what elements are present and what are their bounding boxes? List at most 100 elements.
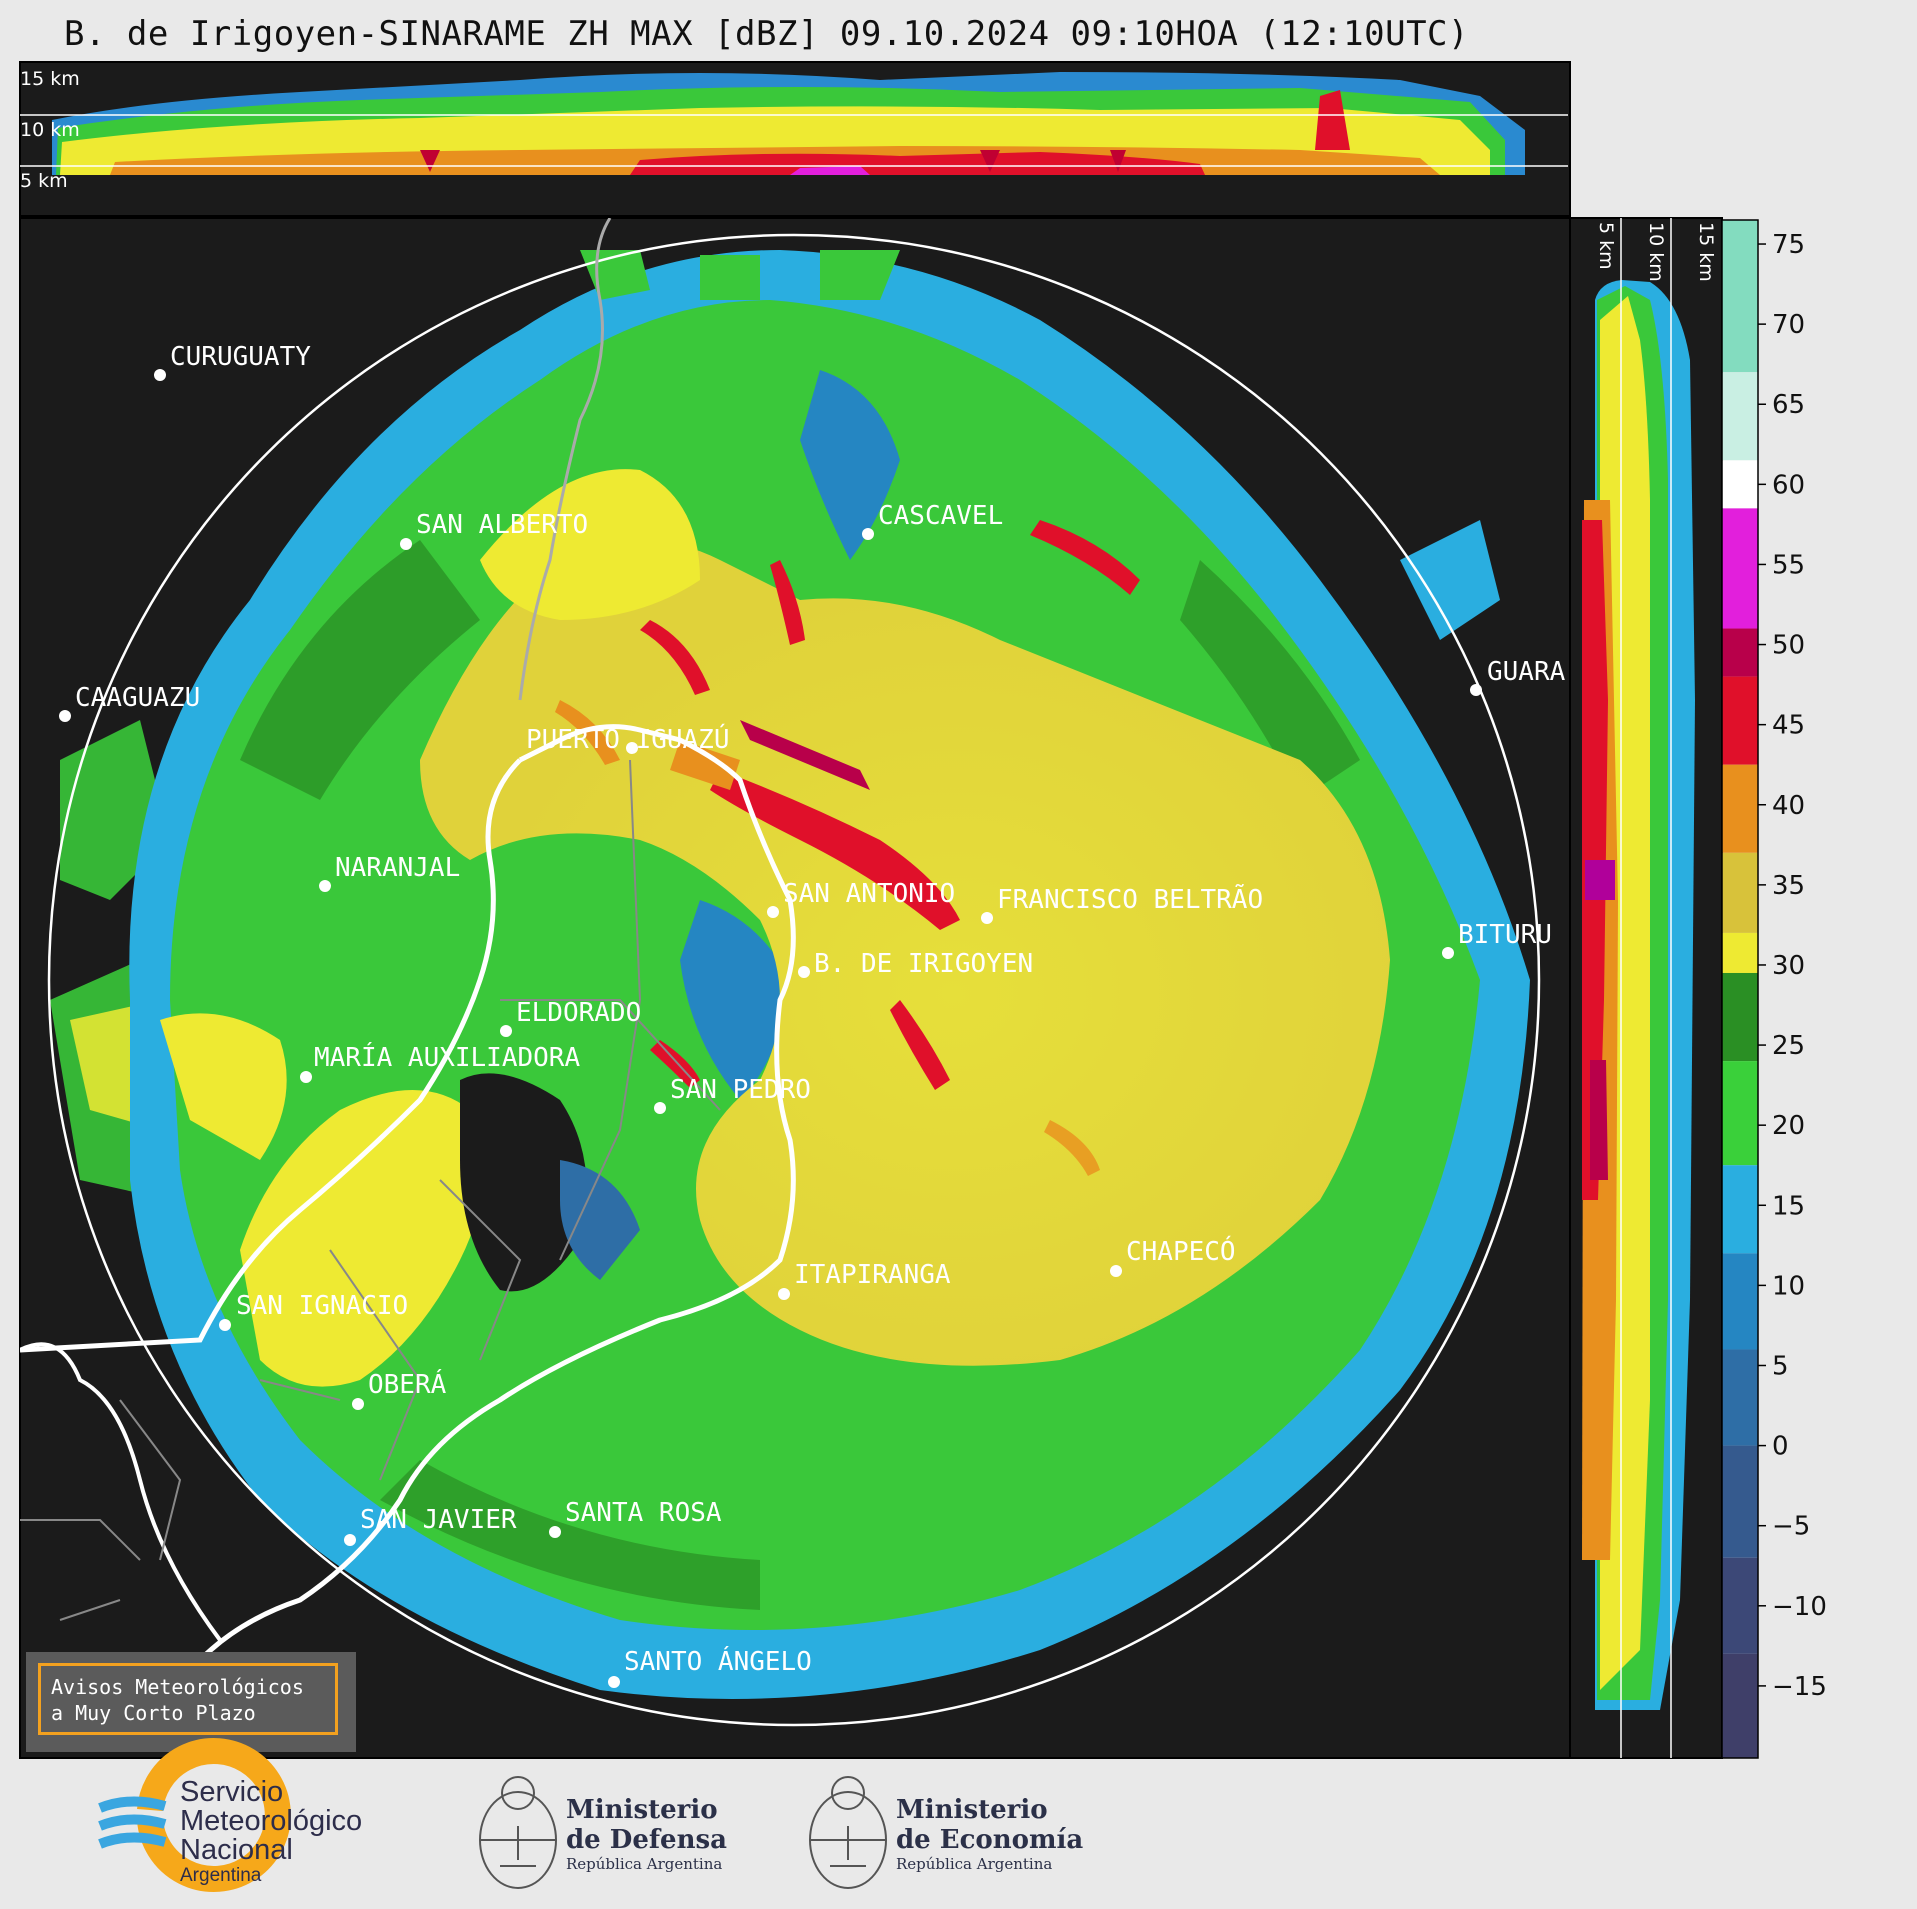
top-km-label-15: 15 km [20,68,80,90]
city-dot-san-alberto [400,538,412,550]
colorbar-band [1722,1061,1758,1166]
city-markers: CURUGUATY SAN ALBERTO CASCAVEL CAAGUAZU … [59,342,1566,1688]
city-label-santo-angelo: SANTO ÁNGELO [624,1645,812,1677]
colorbar-band [1722,220,1758,373]
city-label-san-javier: SAN JAVIER [360,1505,517,1535]
city-dot-caaguazu [59,710,71,722]
city-dot-naranjal [319,880,331,892]
city-label-maria-auxiliadora: MARÍA AUXILIADORA [314,1041,580,1073]
warning-line-2: a Muy Corto Plazo [51,1701,256,1725]
city-label-francisco-beltrao: FRANCISCO BELTRÃO [997,883,1263,915]
city-dot-guara [1470,684,1482,696]
colorbar-band [1722,628,1758,677]
warning-box[interactable]: Avisos Meteorológicos a Muy Corto Plazo [26,1652,356,1752]
economia-logo-text: Ministerio de Economía República Argenti… [896,1795,1084,1873]
border-lines [20,218,796,1758]
colorbar-tick-label: 55 [1772,550,1805,580]
colorbar-tick-label: 50 [1772,631,1805,661]
city-label-bituru: BITURU [1458,920,1552,950]
colorbar-tick-label: −15 [1772,1672,1827,1702]
radar-site-dot [798,966,810,978]
city-label-obera: OBERÁ [368,1368,447,1400]
city-dot-san-javier [344,1534,356,1546]
city-label-cascavel: CASCAVEL [878,501,1003,531]
colorbar-band [1722,676,1758,765]
city-dot-eldorado [500,1025,512,1037]
colorbar-band [1722,1349,1758,1446]
city-dot-maria-auxiliadora [300,1071,312,1083]
city-dot-cascavel [862,528,874,540]
colorbar-tick-label: −10 [1772,1592,1827,1622]
city-dot-chapeco [1110,1265,1122,1277]
city-dot-santo-angelo [608,1676,620,1688]
top-km-label-10: 10 km [20,119,80,141]
city-dot-francisco-beltrao [981,912,993,924]
right-km-label-10: 10 km [1645,222,1667,282]
colorbar-band [1722,1445,1758,1558]
city-label-santa-rosa: SANTA ROSA [565,1498,722,1528]
colorbar-tick-label: 0 [1772,1432,1789,1462]
right-km-label-5: 5 km [1595,222,1617,270]
city-dot-obera [352,1398,364,1410]
city-label-san-antonio: SAN ANTONIO [783,879,955,909]
city-dot-santa-rosa [549,1526,561,1538]
colorbar-band [1722,1653,1758,1758]
colorbar-tick-label: 45 [1772,711,1805,741]
colorbar-tick-label: 65 [1772,390,1805,420]
colorbar-tick-label: 10 [1772,1271,1805,1301]
city-label-caaguazu: CAAGUAZU [75,683,200,713]
city-dot-itapiranga [778,1288,790,1300]
city-dot-san-ignacio [219,1319,231,1331]
colorbar-band [1722,1253,1758,1350]
city-label-san-pedro: SAN PEDRO [670,1075,811,1105]
colorbar-band [1722,1165,1758,1254]
main-radar-map: CURUGUATY SAN ALBERTO CASCAVEL CAAGUAZU … [19,217,1571,1759]
range-ring [47,233,1541,1727]
city-label-naranjal: NARANJAL [335,853,460,883]
colorbar-tick-label: 30 [1772,951,1805,981]
colorbar-band [1722,764,1758,853]
reflectivity-field [129,250,1530,1699]
right-km-label-15: 15 km [1695,222,1717,282]
city-dot-san-antonio [767,906,779,918]
colorbar-tick-label: 70 [1772,310,1805,340]
colorbar-tick-label: 5 [1772,1351,1789,1381]
warning-line-1: Avisos Meteorológicos [51,1675,304,1699]
colorbar-tick-label: 20 [1772,1111,1805,1141]
colorbar-tick-label: −5 [1772,1512,1810,1542]
colorbar-tick-label: 25 [1772,1031,1805,1061]
city-label-curuguaty: CURUGUATY [170,342,311,372]
colorbar-band [1722,972,1758,1062]
city-label-guara: GUARA [1487,657,1566,687]
defensa-logo-text: Ministerio de Defensa República Argentin… [566,1795,727,1873]
city-label-puerto-iguazu: PUERTO IGUAZÚ [526,723,730,755]
city-label-chapeco: CHAPECÓ [1126,1235,1236,1267]
city-dot-bituru [1442,947,1454,959]
colorbar-tick-label: 40 [1772,791,1805,821]
colorbar-band [1722,932,1758,973]
city-dot-san-pedro [654,1102,666,1114]
city-label-san-alberto: SAN ALBERTO [416,510,588,540]
city-label-itapiranga: ITAPIRANGA [794,1260,951,1290]
city-label-b-de-irigoyen: B. DE IRIGOYEN [814,949,1033,979]
page-title: B. de Irigoyen-SINARAME ZH MAX [dBZ] 09.… [64,14,1469,54]
colorbar-tick-label: 60 [1772,470,1805,500]
city-label-san-ignacio: SAN IGNACIO [236,1291,408,1321]
colorbar-band [1722,372,1758,461]
colorbar-band [1722,460,1758,509]
colorbar-band [1722,852,1758,933]
top-km-label-5: 5 km [20,170,68,192]
right-cross-section: 5 km 10 km 15 km [1569,217,1723,1759]
city-label-eldorado: ELDORADO [516,998,641,1028]
colorbar-tick-label: 75 [1772,230,1805,260]
colorbar-tick-label: 15 [1772,1191,1805,1221]
city-dot-curuguaty [154,369,166,381]
colorbar-tick-label: 35 [1772,871,1805,901]
top-cross-section: 15 km 10 km 5 km [19,61,1571,217]
city-dot-puerto-iguazu [626,742,638,754]
colorbar-band [1722,1557,1758,1654]
smn-logo-text: Servicio Meteorológico Nacional Argentin… [180,1776,363,1887]
colorbar-band [1722,508,1758,629]
